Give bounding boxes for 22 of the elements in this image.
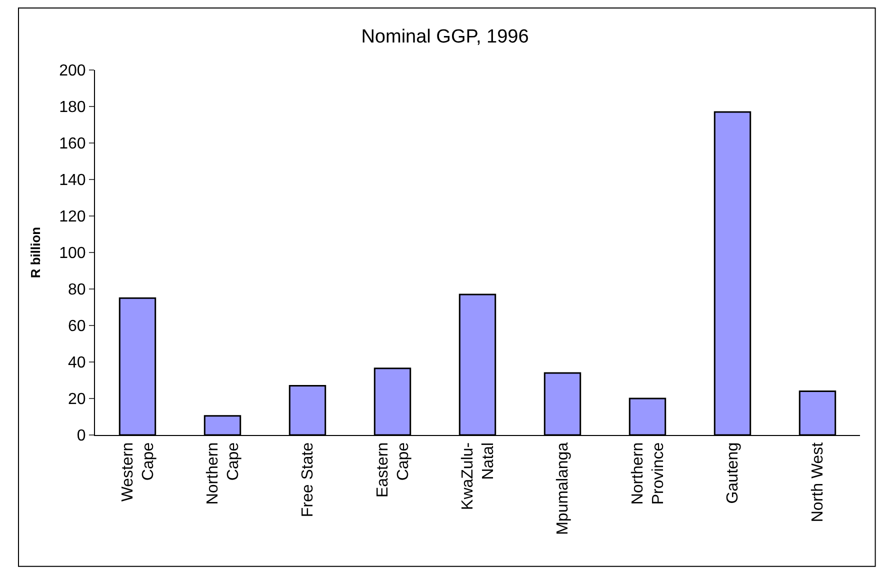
- y-tick-label: 100: [59, 245, 86, 262]
- x-tick-label: Mpumalanga: [554, 442, 572, 535]
- y-tick-label: 160: [59, 136, 86, 153]
- y-tick-label: 40: [68, 354, 86, 372]
- y-tick-label: 0: [76, 428, 86, 445]
- x-tick-label: North West: [810, 442, 827, 522]
- x-tick-label: Free State: [300, 442, 317, 518]
- y-tick-label: 120: [59, 208, 86, 226]
- x-tick-label: Northern Province: [629, 442, 668, 505]
- y-tick-label: 80: [68, 282, 86, 299]
- x-tick-label: Eastern Cape: [374, 442, 412, 498]
- x-tick-label: Gauteng: [724, 442, 742, 504]
- y-tick-label: 200: [59, 62, 86, 80]
- x-tick-label: Western Cape: [119, 442, 158, 502]
- y-tick-label: 20: [68, 391, 86, 408]
- y-axis-title: R billion: [28, 226, 44, 278]
- y-tick-label: 140: [59, 172, 86, 190]
- y-tick-label: 180: [59, 99, 86, 116]
- y-tick-label: 60: [68, 318, 86, 336]
- chart-title: Nominal GGP, 1996: [361, 26, 529, 48]
- x-tick-label: KwaZulu-Natal: [459, 442, 498, 510]
- x-tick-label: Northern Cape: [204, 442, 242, 505]
